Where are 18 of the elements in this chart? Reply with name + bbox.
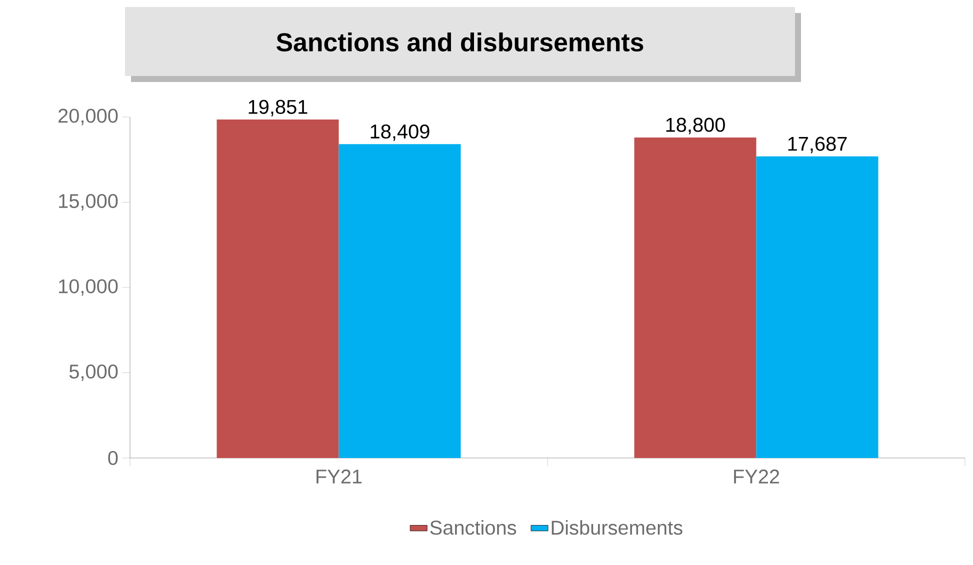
- y-tick-label: 15,000: [59, 194, 118, 210]
- x-tick-label: FY21: [316, 470, 362, 484]
- legend-label: Sanctions: [430, 520, 516, 535]
- data-label: 19,851: [248, 100, 308, 116]
- bar: [338, 144, 461, 458]
- bar: [634, 137, 756, 458]
- data-label: 18,800: [666, 118, 725, 134]
- bar: [216, 120, 339, 458]
- y-tick-label: 20,000: [58, 108, 118, 126]
- x-tick-label: FY22: [734, 470, 780, 484]
- chart-title: Sanctions and disbursements: [276, 32, 644, 52]
- y-tick-label: 10,000: [59, 279, 118, 296]
- bar: [756, 156, 878, 458]
- data-label: 18,409: [370, 124, 430, 141]
- data-label: 17,687: [788, 136, 847, 154]
- legend-label: Disbursements: [552, 520, 682, 535]
- y-tick-label: 5,000: [69, 364, 118, 381]
- y-tick-label: 0: [108, 450, 118, 466]
